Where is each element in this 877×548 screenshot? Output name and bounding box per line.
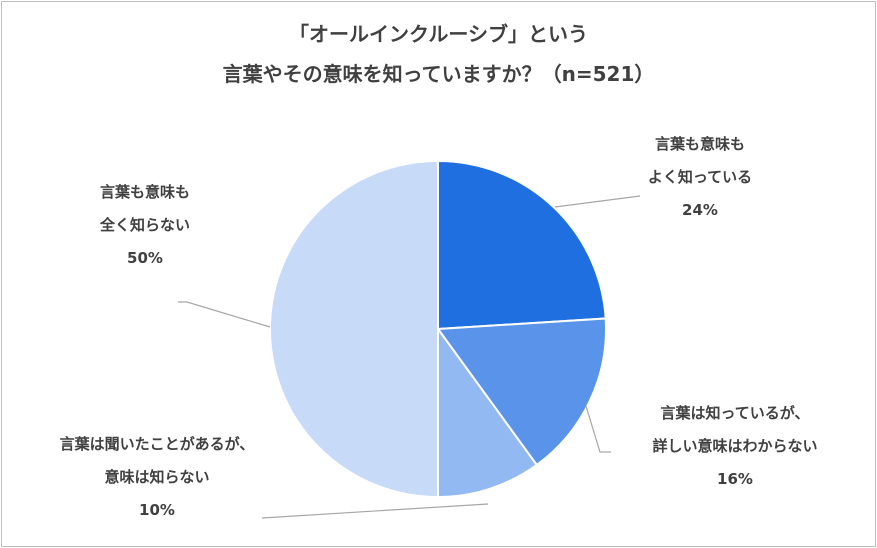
slice-label-know-both: 言葉も意味も よく知っている 24%: [590, 128, 810, 227]
chart-title-line-1: 「オールインクルーシブ」という: [289, 22, 588, 46]
slice-label-know-both-line-1: 言葉も意味も: [654, 135, 745, 153]
slice-label-heard-word: 言葉は聞いたことがあるが、 意味は知らない 10%: [12, 428, 302, 527]
leader-line-heard-word: [261, 503, 489, 519]
slice-label-heard-word-line-2: 意味は知らない: [104, 468, 210, 486]
slice-label-know-neither: 言葉も意味も 全く知らない 50%: [40, 176, 250, 275]
slice-label-know-neither-line-2: 全く知らない: [99, 216, 190, 234]
chart-title-line-2: 言葉やその意味を知っていますか？（n=521）: [222, 62, 655, 86]
leader-line-know-word-only: [585, 405, 611, 453]
slice-label-know-word-only-line-1: 言葉は知っているが、: [660, 404, 810, 422]
leader-line-know-both: [554, 195, 641, 208]
chart-title: 「オールインクルーシブ」という 言葉やその意味を知っていますか？（n=521）: [0, 14, 877, 94]
slice-label-know-neither-line-1: 言葉も意味も: [99, 183, 190, 201]
slice-label-know-word-only-line-2: 詳しい意味はわからない: [652, 437, 818, 455]
leader-line-know-neither: [178, 301, 271, 328]
pie-slice-know-both: [437, 159, 607, 331]
pie-slice-know-word-only: [436, 317, 608, 467]
pie-slices: [269, 159, 608, 499]
pie-slice-know-neither: [269, 159, 439, 499]
slice-label-know-word-only: 言葉は知っているが、 詳しい意味はわからない 16%: [605, 397, 865, 496]
slice-label-heard-word-line-1: 言葉は聞いたことがあるが、: [59, 435, 255, 453]
slice-label-know-both-value: 24%: [682, 201, 718, 219]
pie-slice-heard-word: [437, 325, 539, 499]
slice-label-heard-word-value: 10%: [139, 501, 175, 519]
leader-lines: [178, 195, 641, 519]
slice-label-know-both-line-2: よく知っている: [647, 168, 753, 186]
slice-label-know-word-only-value: 16%: [717, 470, 753, 488]
slice-label-know-neither-value: 50%: [127, 249, 163, 267]
